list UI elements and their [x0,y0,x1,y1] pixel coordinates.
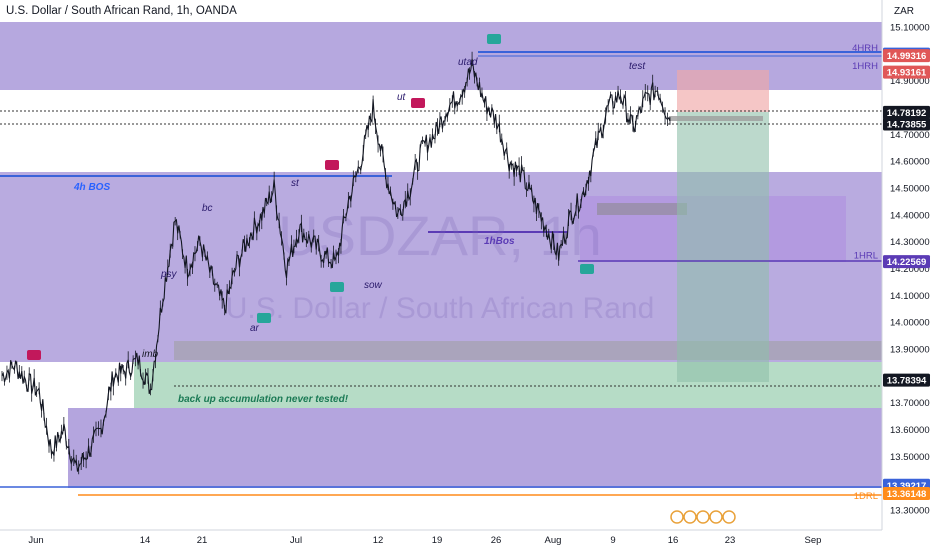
svg-text:14.99316: 14.99316 [887,51,927,62]
level-labels: 4HRH 1HRH 1HRL 1DRL [852,43,878,502]
annotation-utad: utad [458,57,478,68]
svg-text:14.22569: 14.22569 [887,257,927,268]
y-tick-label: 14.30000 [890,237,930,248]
price-label: 14.78192 [883,105,930,119]
y-tick-label: 13.70000 [890,398,930,409]
event-flag-icon-2[interactable] [683,510,697,524]
y-axis-panel [882,0,932,550]
level-label: 1DRL [854,491,878,502]
svg-text:13.39217: 13.39217 [887,481,927,492]
y-tick-label: 14.40000 [890,210,930,221]
svg-text:13.78394: 13.78394 [887,376,927,387]
annotation-psy: psy [160,269,178,280]
y-tick-label: 14.60000 [890,157,930,168]
x-tick-label: Sep [805,535,822,546]
y-tick-label: 13.60000 [890,425,930,436]
badge-green-4[interactable] [580,264,594,274]
event-flag-icon-5[interactable] [722,510,736,524]
annotation-ut: ut [397,92,407,103]
x-tick-label: 26 [491,535,502,546]
svg-text:14.73855: 14.73855 [887,119,927,130]
chart-title: U.S. Dollar / South African Rand, 1h, OA… [6,5,237,17]
annotation-bc: bc [202,203,213,214]
x-tick-label: Aug [545,535,562,546]
annotation-imb: imb [142,349,159,360]
annotations: 4h BOS 1hBos utad ut st bc psy ar sow im… [73,57,646,405]
x-tick-label: 12 [373,535,384,546]
position-entry-band [669,116,763,121]
x-tick-label: 16 [668,535,679,546]
y-tick-label: 13.30000 [890,506,930,517]
badge-red-3[interactable] [411,98,425,108]
event-flag-icon-4[interactable] [709,510,723,524]
level-label: 1HRH [852,61,878,72]
x-tick-label: 21 [197,535,208,546]
level-label: 1HRL [854,251,878,262]
zone-imbalance [174,341,882,360]
y-tick-label: 15.10000 [890,23,930,34]
price-label: 14.73855 [883,117,930,131]
event-flag-icon-1[interactable] [670,510,684,524]
svg-text:13.36148: 13.36148 [887,489,927,500]
badge-red-1[interactable] [27,350,41,360]
x-tick-label: Jun [28,535,43,546]
position-stop-zone [677,70,769,112]
price-label: 14.93161 [883,65,930,79]
y-tick-label: 13.90000 [890,345,930,356]
x-tick-label: 19 [432,535,443,546]
price-series [1,51,671,475]
x-axis-panel [0,530,882,550]
price-label: 14.22569 [883,255,930,269]
y-tick-label: 14.90000 [890,76,930,87]
annotation-sow: sow [364,280,383,291]
y-tick-label: 13.50000 [890,452,930,463]
annotation-st: st [291,178,300,189]
x-tick-label: 14 [140,535,151,546]
currency-label: ZAR [894,6,914,17]
x-tick-label: 9 [610,535,615,546]
zone-1h-imbalance [597,203,687,215]
badge-green-1[interactable] [257,313,271,323]
badge-red-2[interactable] [325,160,339,170]
zone-lower-demand [68,408,882,488]
event-badges [27,34,594,360]
badge-green-2[interactable] [330,282,344,292]
y-tick-label: 14.00000 [890,318,930,329]
annotation-1h-bos: 1hBos [484,236,515,247]
watermark-name: U.S. Dollar / South African Rand [226,292,655,325]
svg-text:14.93161: 14.93161 [887,68,927,79]
y-tick-label: 14.20000 [890,264,930,275]
price-label: 14.99316 [883,49,930,63]
price-label: 13.78394 [883,373,930,387]
x-tick-label: 23 [725,535,736,546]
y-tick-label: 14.50000 [890,184,930,195]
x-tick-label: Jul [290,535,302,546]
event-flag-icon-3[interactable] [696,510,710,524]
y-tick-label: 14.10000 [890,291,930,302]
level-label: 4HRH [852,43,878,54]
badge-green-3[interactable] [487,34,501,44]
annotation-backup: back up accumulation never tested! [178,394,349,405]
annotation-test: test [629,61,646,72]
position-target-zone [677,112,769,382]
y-tick-label: 14.70000 [890,130,930,141]
annotation-4h-bos: 4h BOS [73,182,110,193]
upcoming-events[interactable] [670,510,736,524]
svg-text:14.78192: 14.78192 [887,108,927,119]
price-labels: 14.9989514.9931614.9316114.7819214.73855… [883,47,930,501]
x-axis-ticks: Jun 14 21 Jul 12 19 26 Aug 9 16 23 Sep [28,535,821,546]
price-label: 13.36148 [883,487,930,501]
annotation-ar: ar [250,323,260,334]
